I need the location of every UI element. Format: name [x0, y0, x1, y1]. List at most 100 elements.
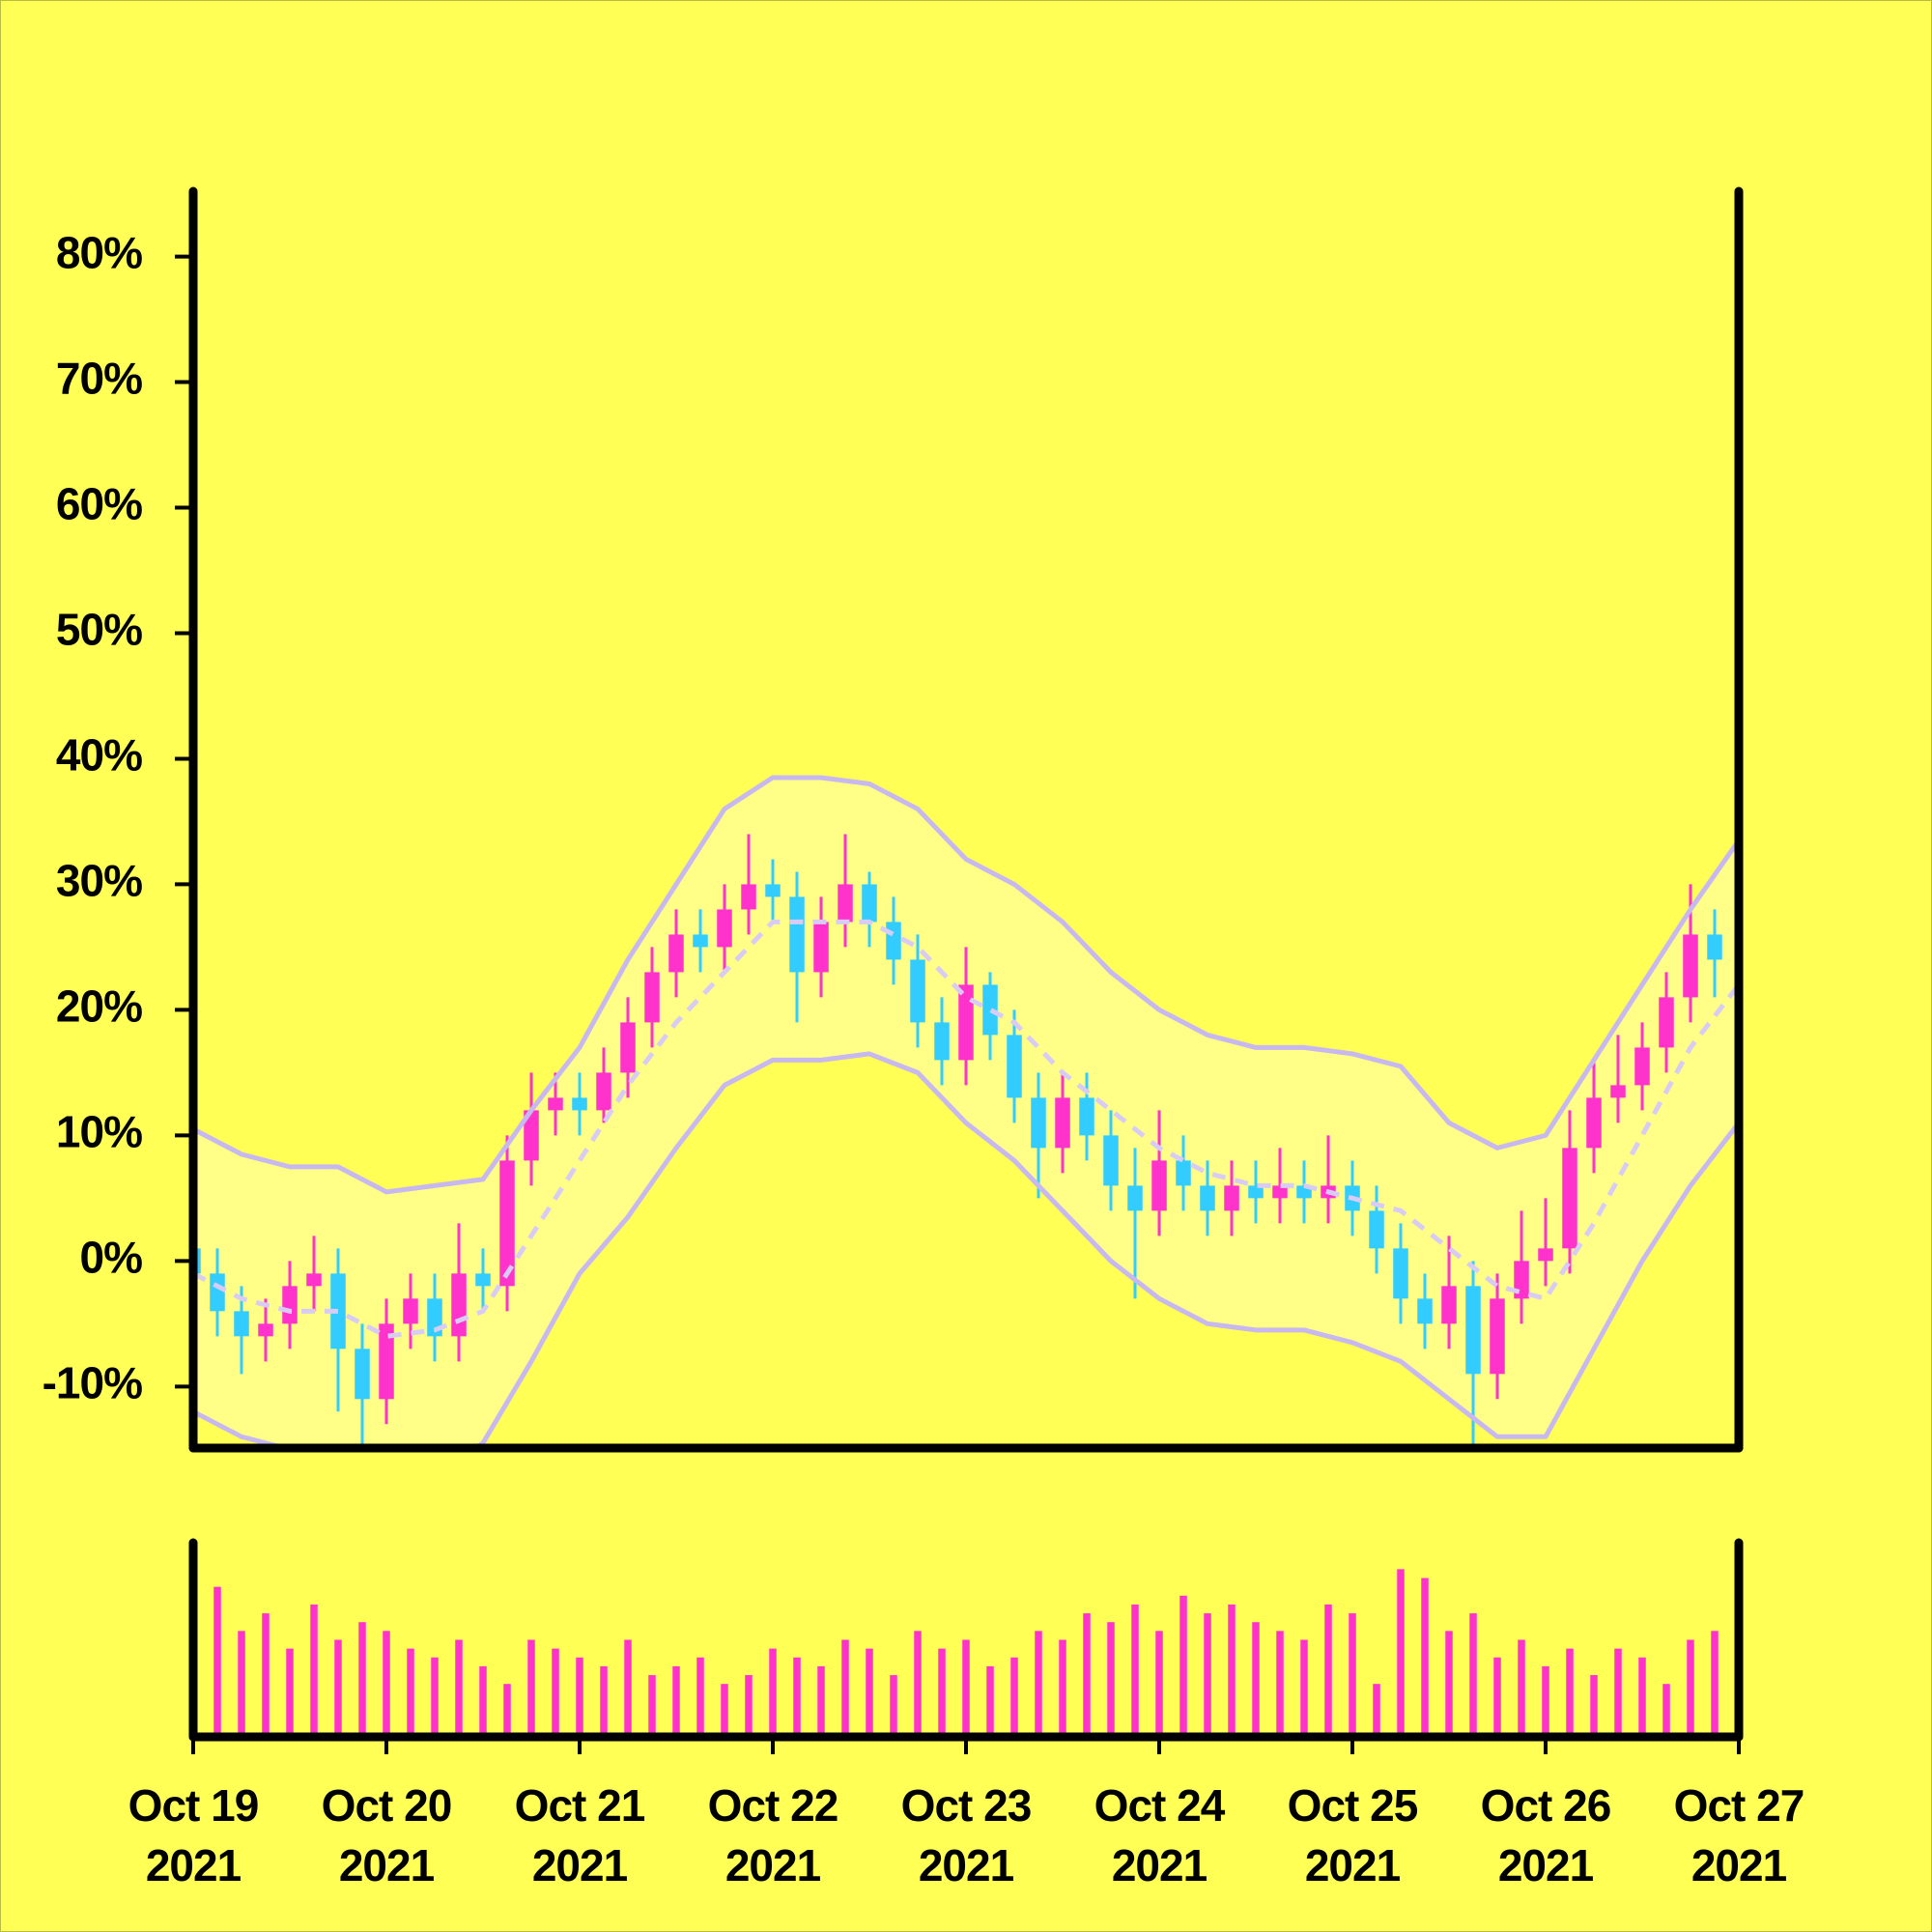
volume-bar: [213, 1586, 221, 1737]
candle-body: [330, 1273, 346, 1350]
band-edge: [193, 775, 1739, 1195]
volume-bar: [938, 1648, 946, 1737]
volume-bar: [1711, 1631, 1719, 1737]
y-tick-label: 80%: [56, 228, 142, 278]
volume-bar: [890, 1675, 897, 1737]
candle-body: [1683, 934, 1698, 998]
volume-bar: [383, 1631, 390, 1737]
candle-body: [499, 1160, 515, 1287]
candle-body: [1007, 1035, 1022, 1098]
candle-body: [403, 1298, 418, 1324]
y-tick-label: 50%: [56, 605, 142, 655]
candle-body: [596, 1072, 611, 1111]
volume-bar: [1687, 1639, 1694, 1737]
candle-body: [572, 1097, 587, 1111]
y-tick-label: 10%: [56, 1107, 142, 1157]
volume-bar: [648, 1675, 656, 1737]
y-tick-label: 60%: [56, 479, 142, 529]
volume-bar: [1493, 1657, 1501, 1737]
candle-body: [862, 884, 877, 923]
volume-bar: [1179, 1595, 1187, 1737]
candle-body: [765, 884, 781, 897]
candle-body: [1562, 1148, 1577, 1249]
x-tick-label: Oct 21 2021: [514, 1780, 646, 1890]
candle-body: [524, 1110, 539, 1161]
volume-bar: [1397, 1569, 1405, 1737]
volume-bar: [1638, 1657, 1646, 1737]
candle-body: [1393, 1248, 1408, 1299]
volume-bar: [1590, 1675, 1598, 1737]
candle-body: [1103, 1135, 1119, 1186]
volume-bar: [721, 1684, 728, 1737]
volume-bar: [407, 1648, 414, 1737]
volume-bar: [1469, 1613, 1477, 1737]
y-tick-label: 0%: [80, 1233, 143, 1283]
y-tick-label: 70%: [56, 354, 142, 404]
candle-body: [620, 1022, 636, 1073]
candle-body: [910, 959, 925, 1023]
candle-body: [644, 972, 660, 1023]
volume-bar: [310, 1604, 318, 1737]
volume-bar: [1107, 1622, 1115, 1737]
candle-body: [1465, 1286, 1481, 1375]
candle-body: [1369, 1210, 1384, 1249]
volume-bar: [841, 1639, 849, 1737]
x-tick-label: Oct 26 2021: [1480, 1780, 1612, 1890]
volume-bar: [1059, 1639, 1066, 1737]
candle-body: [1200, 1185, 1215, 1211]
volume-bar: [745, 1675, 753, 1737]
candle-body: [1151, 1160, 1167, 1211]
candle-body: [1127, 1185, 1143, 1211]
candle-body: [475, 1273, 491, 1287]
x-tick-label: Oct 25 2021: [1287, 1780, 1419, 1890]
candle-body: [1634, 1047, 1650, 1086]
volume-bar: [1155, 1631, 1163, 1737]
volume-bar: [479, 1665, 487, 1737]
band-edge: [193, 1051, 1739, 1448]
volume-bar: [238, 1631, 245, 1737]
volume-bar: [1349, 1613, 1356, 1737]
volume-bar: [1324, 1604, 1332, 1737]
candle-body: [1707, 934, 1722, 960]
candle-body: [838, 884, 853, 923]
volume-bar: [914, 1631, 922, 1737]
volume-bar: [866, 1648, 873, 1737]
candle-body: [789, 896, 805, 973]
volume-bar: [1083, 1613, 1091, 1737]
volume-bar: [1542, 1665, 1549, 1737]
volume-bar: [1518, 1639, 1525, 1737]
candle-body: [693, 934, 708, 948]
volume-bar: [262, 1613, 270, 1737]
volume-bar: [1131, 1604, 1139, 1737]
volume-bar: [1035, 1631, 1042, 1737]
candle-body: [1176, 1160, 1191, 1186]
x-tick-label: Oct 19 2021: [128, 1780, 260, 1890]
volume-bar: [334, 1639, 342, 1737]
candle-body: [958, 984, 974, 1061]
price-plot: [193, 775, 1739, 1448]
candle-body: [1272, 1185, 1288, 1199]
volume-bar: [286, 1648, 294, 1737]
candle-body: [668, 934, 684, 973]
candle-body: [210, 1273, 225, 1312]
volume-bar: [769, 1648, 777, 1737]
volume-bar: [431, 1657, 439, 1737]
candle-body: [1031, 1097, 1046, 1149]
volume-bar: [576, 1657, 583, 1737]
candle-body: [1441, 1286, 1457, 1324]
candle-body: [548, 1097, 563, 1111]
volume-bar: [527, 1639, 535, 1737]
candle-body: [717, 909, 732, 948]
y-tick-label: 30%: [56, 856, 142, 906]
y-tick-label: -10%: [43, 1357, 142, 1407]
candle-body: [982, 984, 998, 1036]
candle-body: [1586, 1097, 1602, 1149]
candle-body: [1248, 1185, 1264, 1199]
volume-bar: [552, 1648, 559, 1737]
candle-body: [451, 1273, 467, 1337]
candle-body: [1417, 1298, 1433, 1324]
axes: -10% 0% 10% 20% 30% 40% 50% 60% 70% 80%: [43, 186, 1744, 1754]
band-fill: [193, 777, 1739, 1448]
